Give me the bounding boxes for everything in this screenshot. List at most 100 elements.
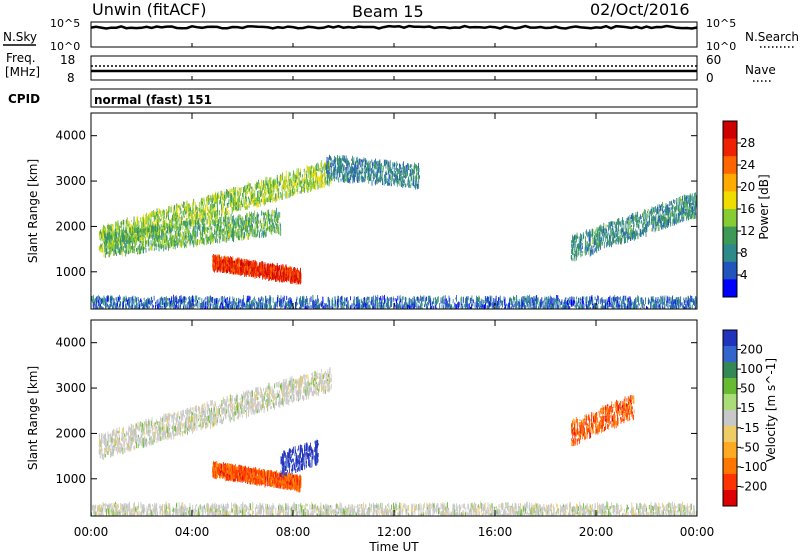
power-cell [292, 180, 294, 186]
power-cell [477, 303, 479, 307]
power-cell [110, 232, 112, 239]
power-cell [421, 303, 422, 309]
power-cell [182, 240, 184, 245]
power-cell [138, 237, 139, 241]
power-cell [134, 305, 135, 309]
date-title: 02/Oct/2016 [590, 0, 690, 19]
power-cell [179, 296, 180, 302]
power-cell [248, 299, 250, 305]
power-cell [160, 305, 162, 309]
power-cell [199, 225, 200, 231]
power-cell [241, 226, 243, 229]
power-cell [383, 296, 385, 300]
power-cell [189, 219, 191, 227]
power-cell [523, 297, 525, 303]
power-cell [238, 191, 240, 196]
power-cell [182, 210, 184, 216]
power-cell [238, 223, 240, 231]
power-cell [235, 202, 237, 206]
nsky-tick-bottom: 10^0 [50, 40, 80, 53]
power-cell [283, 193, 285, 196]
power-cell [668, 299, 670, 305]
power-cell [213, 298, 215, 306]
power-cell [193, 237, 195, 244]
power-cell [220, 196, 221, 203]
power-cell [291, 181, 293, 188]
power-cell [474, 302, 476, 308]
power-cell [279, 180, 281, 186]
power-cell [308, 179, 310, 185]
power-cell [695, 301, 696, 309]
power-cell [112, 244, 114, 248]
power-cell [571, 296, 573, 301]
power-cell [121, 249, 123, 257]
power-cell [232, 219, 234, 225]
power-cell [104, 243, 106, 249]
power-cell [651, 305, 653, 309]
power-cell [312, 301, 314, 309]
power-cell [255, 203, 257, 206]
power-cell [661, 303, 663, 309]
power-cell [200, 200, 202, 206]
power-cell [132, 228, 134, 232]
power-cell [204, 303, 206, 309]
power-cell [261, 195, 263, 198]
freq-label-line1: Freq. [6, 51, 36, 65]
power-cell [104, 239, 106, 246]
power-cell [253, 217, 255, 220]
power-cell [627, 302, 629, 305]
power-cell [414, 299, 416, 307]
power-cell [141, 304, 143, 307]
power-cell [236, 209, 238, 213]
power-cell [211, 232, 213, 239]
power-cell [562, 306, 563, 309]
power-cell [560, 301, 562, 306]
power-cell [275, 218, 276, 222]
power-cell [128, 246, 130, 251]
power-cell [284, 305, 286, 309]
power-cell [201, 303, 202, 307]
power-cell [185, 300, 187, 303]
power-cell [102, 234, 104, 240]
power-cell [112, 306, 114, 309]
power-cell [110, 249, 112, 254]
power-cell [523, 296, 525, 300]
power-cell [110, 297, 112, 301]
power-cell [226, 191, 227, 195]
power-cell [695, 303, 697, 309]
power-cell [218, 226, 219, 230]
power-cell [137, 306, 139, 309]
power-cell [253, 229, 255, 234]
power-cell [261, 302, 263, 305]
power-cell [269, 185, 271, 190]
power-cell [257, 201, 259, 208]
power-cell [425, 298, 427, 305]
power-cell [465, 298, 466, 304]
power-cell [167, 302, 169, 306]
power-cell [291, 302, 293, 306]
power-cell [245, 215, 246, 221]
power-cell [363, 299, 365, 303]
power-cell [129, 244, 130, 250]
power-cell [237, 217, 239, 223]
power-cell [694, 300, 695, 306]
power-cell [435, 305, 437, 309]
power-cell [396, 307, 398, 309]
power-cell [399, 305, 400, 308]
power-cell [146, 224, 148, 232]
freq-panel: Freq. [MHz] 18 8 60 0 Nave [5, 51, 776, 85]
power-cell [559, 303, 561, 309]
power-cell [152, 233, 154, 241]
power-cell [253, 298, 255, 303]
power-cell [204, 229, 206, 236]
power-cell [125, 235, 127, 239]
power-cell [176, 215, 178, 219]
power-cell [147, 297, 149, 303]
power-cell [204, 306, 206, 309]
power-cell [331, 305, 333, 309]
power-cell [287, 303, 289, 307]
freq-tick-top: 18 [60, 53, 75, 67]
power-cell [161, 210, 163, 216]
power-cell [132, 230, 134, 234]
